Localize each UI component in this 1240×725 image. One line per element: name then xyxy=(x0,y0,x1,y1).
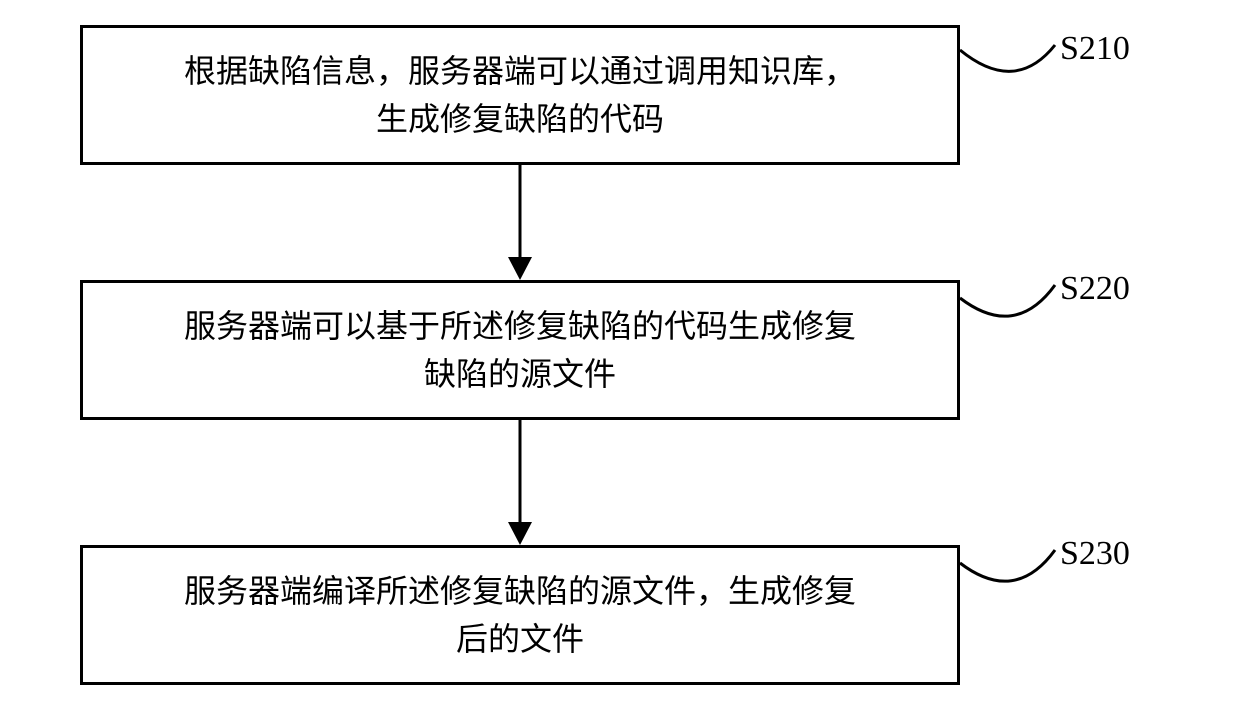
callout-curve-s230 xyxy=(960,550,1055,581)
callout-s230 xyxy=(50,25,1190,725)
